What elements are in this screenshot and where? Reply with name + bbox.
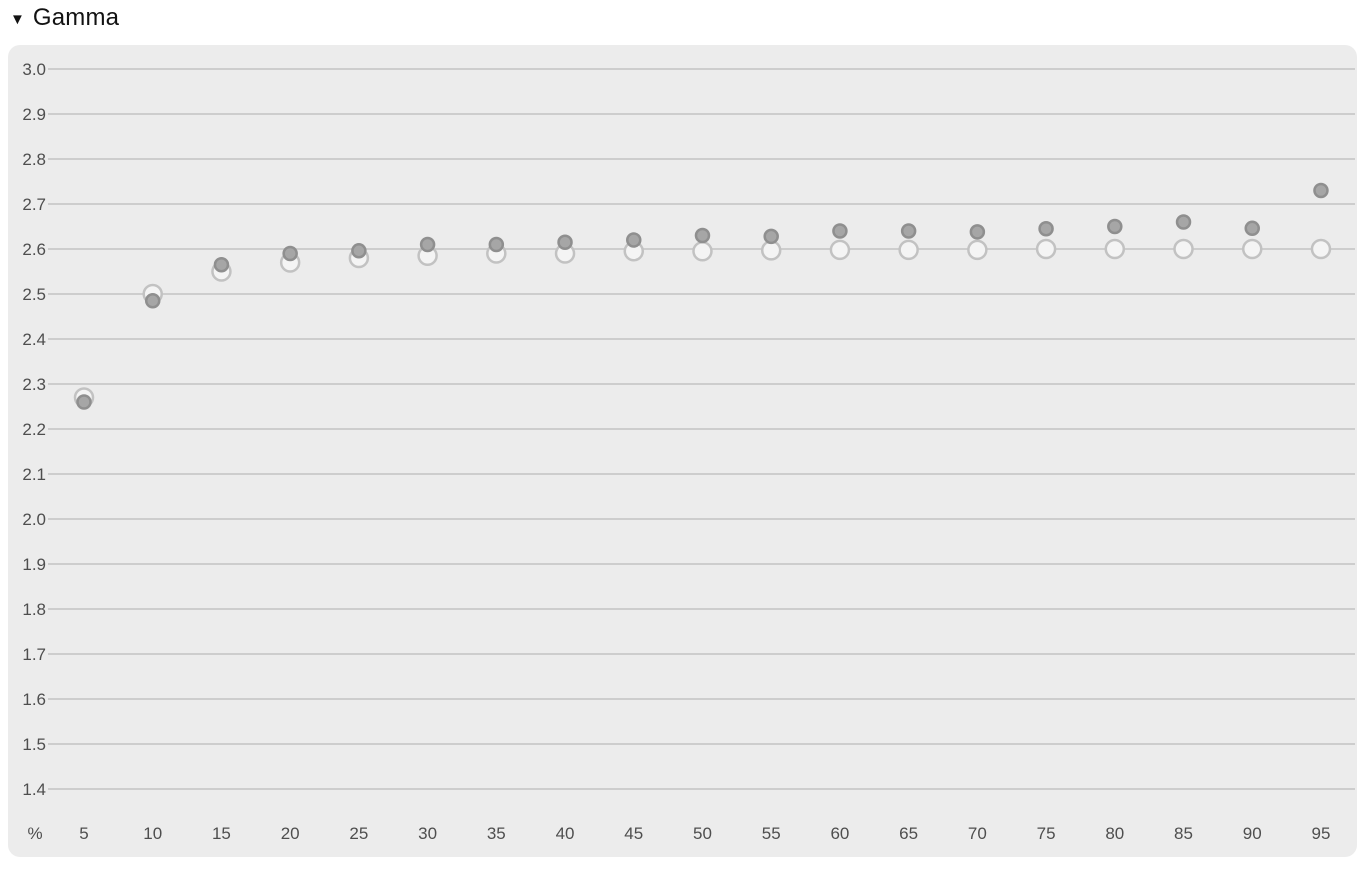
x-tick-label: 5: [79, 824, 88, 843]
measured-point: [557, 234, 573, 250]
target-point: [1173, 238, 1194, 260]
x-tick-label: 70: [968, 824, 987, 843]
x-tick-label: 20: [281, 824, 300, 843]
measured-point: [213, 257, 230, 273]
y-tick-label: 1.4: [22, 780, 46, 799]
measured-point: [1038, 221, 1054, 237]
y-tick-label: 2.3: [22, 375, 46, 394]
target-point: [967, 239, 988, 261]
target-point: [829, 239, 851, 261]
measured-point: [832, 223, 848, 239]
target-point: [1310, 238, 1332, 260]
y-tick-label: 2.1: [22, 465, 46, 484]
x-tick-label: 65: [899, 824, 918, 843]
x-tick-label: 30: [418, 824, 437, 843]
section-title: Gamma: [32, 4, 120, 31]
x-tick-label: 15: [212, 824, 231, 843]
x-axis-unit-label: %: [27, 824, 42, 843]
x-tick-label: 95: [1311, 824, 1330, 843]
y-tick-label: 3.0: [22, 60, 46, 79]
measured-point: [282, 245, 298, 262]
target-point: [898, 239, 919, 261]
measured-point: [969, 224, 986, 240]
y-tick-label: 2.4: [22, 330, 46, 349]
measured-point: [1313, 182, 1329, 199]
measured-point: [626, 232, 642, 248]
y-tick-label: 1.7: [22, 645, 46, 664]
x-tick-label: 10: [143, 824, 162, 843]
measured-point: [488, 236, 505, 253]
y-tick-label: 2.5: [22, 285, 46, 304]
gamma-chart: 3.0 2.9 2.8 2.7 2.6 2.5 2.4 2.3 2.2 2.1 2.0 1.9 1.8 1…: [22, 60, 1355, 843]
measured-point: [1175, 214, 1192, 230]
y-tick-label: 2.7: [22, 195, 46, 214]
x-tick-label: 35: [487, 824, 506, 843]
x-tick-label: 75: [1037, 824, 1056, 843]
x-tick-label: 40: [556, 824, 575, 843]
x-tick-label: 25: [349, 824, 368, 843]
measured-point: [1107, 218, 1123, 235]
measured-point: [351, 243, 367, 259]
target-point: [1241, 238, 1263, 260]
x-tick-label: 45: [624, 824, 643, 843]
y-tick-label: 2.6: [22, 240, 46, 259]
x-tick-label: 80: [1105, 824, 1124, 843]
measured-point: [1244, 220, 1260, 237]
x-tick-label: 50: [693, 824, 712, 843]
target-point: [1104, 238, 1126, 260]
target-point: [692, 241, 713, 262]
x-tick-label: 90: [1243, 824, 1262, 843]
measured-point: [763, 228, 779, 245]
measured-point: [144, 293, 161, 309]
y-tick-label: 2.2: [22, 420, 46, 439]
measured-point: [76, 394, 92, 410]
x-tick-label: 60: [830, 824, 849, 843]
x-tick-label: 85: [1174, 824, 1193, 843]
measured-point: [900, 223, 917, 239]
y-tick-label: 2.8: [22, 150, 46, 169]
y-tick-label: 1.9: [22, 555, 46, 574]
y-tick-label: 2.9: [22, 105, 46, 124]
y-tick-label: 1.8: [22, 600, 46, 619]
target-point: [1035, 238, 1057, 260]
y-tick-label: 1.6: [22, 690, 46, 709]
y-tick-label: 2.0: [22, 510, 46, 529]
gamma-chart-panel: 3.0 2.9 2.8 2.7 2.6 2.5 2.4 2.3 2.2 2.1 2.0 1.9 1.8 1…: [8, 45, 1357, 857]
y-tick-label: 1.5: [22, 735, 46, 754]
measured-point: [694, 227, 711, 244]
x-tick-label: 55: [762, 824, 781, 843]
collapse-triangle-icon: ▼: [10, 10, 25, 28]
gamma-section-header[interactable]: ▼ Gamma: [10, 4, 119, 33]
measured-point: [419, 236, 436, 253]
